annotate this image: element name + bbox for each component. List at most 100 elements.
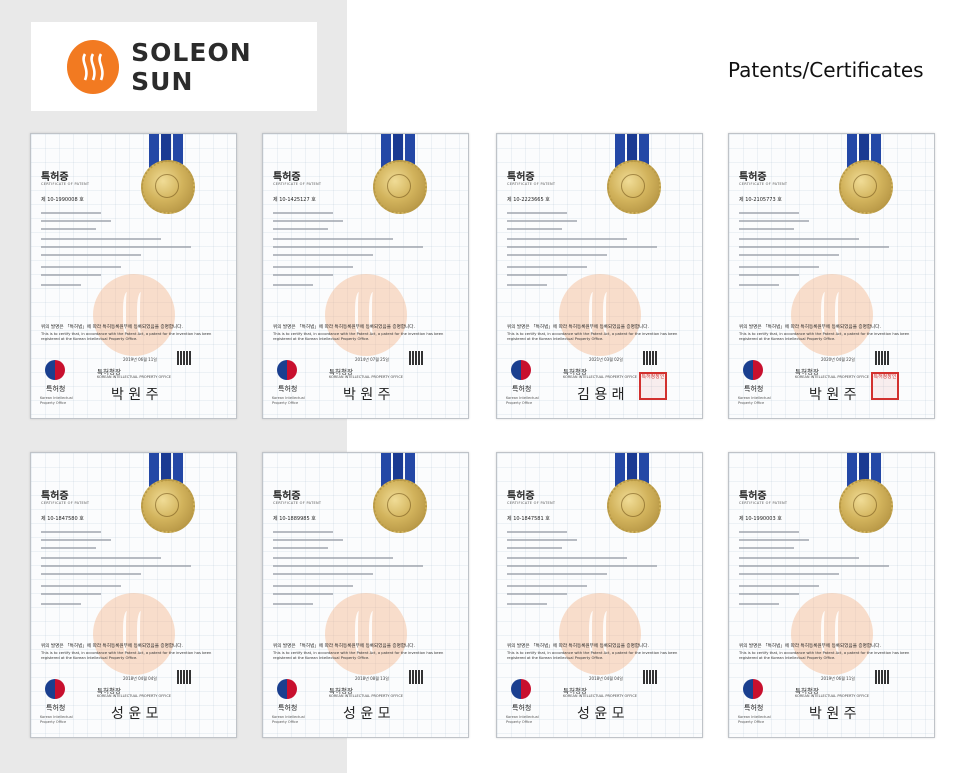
agency-name: 특허청 xyxy=(46,385,66,393)
gold-seal-icon xyxy=(607,160,661,214)
ribbon-icon xyxy=(615,453,649,497)
text-line xyxy=(41,212,101,214)
certificate-background-pattern xyxy=(263,453,468,737)
text-line xyxy=(507,573,607,575)
text-line xyxy=(739,539,809,541)
text-line xyxy=(41,557,161,559)
gold-seal-icon xyxy=(373,160,427,214)
certificate-subtitle: CERTIFICATE OF PATENT xyxy=(41,501,90,505)
commissioner-signature: 박 원 주 xyxy=(809,706,857,722)
text-line xyxy=(507,238,627,240)
commissioner-title: 특허청장 xyxy=(795,687,819,695)
text-line xyxy=(41,539,111,541)
english-statement: This is to certify that, in accordance w… xyxy=(739,332,910,341)
certificate-title: 특허증 xyxy=(41,491,69,502)
issue-date: 2019년 06월 11일 xyxy=(821,676,855,681)
company-watermark-icon xyxy=(325,593,407,675)
text-line xyxy=(273,266,353,268)
text-line xyxy=(273,212,333,214)
english-statement: This is to certify that, in accordance w… xyxy=(507,332,678,341)
kipo-emblem-icon xyxy=(45,679,65,699)
commissioner-signature: 박 원 주 xyxy=(809,387,857,403)
commissioner-title: 특허청장 xyxy=(97,368,121,376)
kipo-emblem-icon xyxy=(511,679,531,699)
text-line xyxy=(41,603,81,605)
text-line xyxy=(739,266,819,268)
text-line xyxy=(41,531,101,533)
korean-statement: 위의 발명은 「특허법」에 따라 특허등록원부에 등록되었음을 증명합니다. xyxy=(739,325,881,330)
commissioner-signature: 박 원 주 xyxy=(343,387,391,403)
text-line xyxy=(739,593,799,595)
english-statement: This is to certify that, in accordance w… xyxy=(273,651,444,660)
patent-number: 제 10-1990003 호 xyxy=(739,516,782,522)
text-line xyxy=(41,284,81,286)
text-line xyxy=(507,531,567,533)
ribbon-icon xyxy=(847,134,881,178)
text-line xyxy=(273,531,333,533)
kipo-emblem-icon xyxy=(45,360,65,380)
text-line xyxy=(507,266,587,268)
certificate-card: 특허증 CERTIFICATE OF PATENT 제 10-1847580 호 위의… xyxy=(30,452,237,738)
company-watermark-icon xyxy=(791,593,873,675)
patent-number: 제 10-1889985 호 xyxy=(273,516,316,522)
agency-name: 특허청 xyxy=(46,704,66,712)
certificate-background-pattern xyxy=(31,453,236,737)
certificate-card: 특허증 CERTIFICATE OF PATENT 제 10-1990008 호 위의… xyxy=(30,133,237,419)
text-line xyxy=(507,228,562,230)
patent-number: 제 10-2223665 호 xyxy=(507,197,550,203)
korean-statement: 위의 발명은 「특허법」에 따라 특허등록원부에 등록되었음을 증명합니다. xyxy=(273,325,415,330)
text-line xyxy=(507,557,627,559)
english-statement: This is to certify that, in accordance w… xyxy=(273,332,444,341)
issue-date: 2021년 03월 02일 xyxy=(589,357,623,362)
qr-code-icon xyxy=(409,351,423,365)
text-line xyxy=(739,212,799,214)
certificate-card: 특허증 CERTIFICATE OF PATENT 제 10-1990003 호 위의… xyxy=(728,452,935,738)
text-line xyxy=(739,531,799,533)
issue-date: 2018년 04월 04일 xyxy=(123,676,157,681)
agency-name-english: Korean Intellectual Property Office xyxy=(738,715,771,724)
text-line xyxy=(739,220,809,222)
certificate-background-pattern xyxy=(31,134,236,418)
text-line xyxy=(41,585,121,587)
page-title: Patents/Certificates xyxy=(728,58,924,82)
commissioner-signature: 김 용 래 xyxy=(577,387,625,403)
text-line xyxy=(739,557,859,559)
commissioner-title: 특허청장 xyxy=(563,687,587,695)
issue-date: 2019년 06월 11일 xyxy=(123,357,157,362)
commissioner-title-english: KOREAN INTELLECTUAL PROPERTY OFFICE xyxy=(329,375,403,379)
company-watermark-icon xyxy=(559,593,641,675)
ribbon-icon xyxy=(615,134,649,178)
certificate-title: 특허증 xyxy=(739,491,767,502)
text-line xyxy=(739,254,839,256)
text-line xyxy=(41,238,161,240)
certificate-subtitle: CERTIFICATE OF PATENT xyxy=(507,501,556,505)
company-watermark-icon xyxy=(325,274,407,356)
text-line xyxy=(507,246,657,248)
kipo-emblem-icon xyxy=(743,679,763,699)
text-line xyxy=(507,565,657,567)
text-line xyxy=(739,246,889,248)
agency-name: 특허청 xyxy=(744,704,764,712)
certificate-background-pattern xyxy=(729,134,934,418)
text-line xyxy=(41,593,101,595)
text-line xyxy=(507,603,547,605)
english-statement: This is to certify that, in accordance w… xyxy=(507,651,678,660)
gold-seal-icon xyxy=(839,479,893,533)
commissioner-title-english: KOREAN INTELLECTUAL PROPERTY OFFICE xyxy=(795,375,869,379)
gold-seal-icon xyxy=(373,479,427,533)
commissioner-title: 특허청장 xyxy=(563,368,587,376)
commissioner-title-english: KOREAN INTELLECTUAL PROPERTY OFFICE xyxy=(563,694,637,698)
company-watermark-icon xyxy=(93,593,175,675)
commissioner-signature: 성 윤 모 xyxy=(343,706,391,722)
agency-name-english: Korean Intellectual Property Office xyxy=(272,396,305,405)
certificate-subtitle: CERTIFICATE OF PATENT xyxy=(41,182,90,186)
qr-code-icon xyxy=(177,670,191,684)
text-line xyxy=(507,284,547,286)
text-line xyxy=(739,228,794,230)
certificate-background-pattern xyxy=(729,453,934,737)
certificate-subtitle: CERTIFICATE OF PATENT xyxy=(739,182,788,186)
text-line xyxy=(41,228,96,230)
text-line xyxy=(739,573,839,575)
text-line xyxy=(41,274,101,276)
ribbon-icon xyxy=(149,134,183,178)
